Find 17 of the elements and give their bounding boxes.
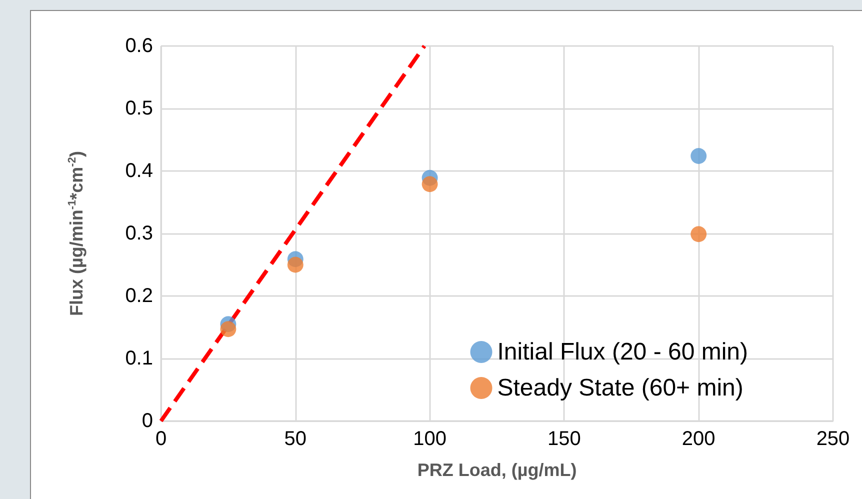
y-tick-label: 0.3: [125, 222, 153, 244]
legend-label: Steady State (60+ min): [497, 374, 744, 402]
x-tick-label: 250: [816, 428, 850, 450]
x-tick-label: 100: [413, 428, 446, 450]
y-tick-label: 0.5: [125, 98, 153, 120]
y-tick-label: 0.1: [125, 348, 153, 370]
y-tick-label: 0.4: [125, 160, 153, 182]
y-tick-label: 0.2: [125, 285, 153, 307]
y-tick-label: 0.6: [125, 35, 153, 57]
x-tick-label: 150: [548, 428, 581, 450]
y-tick-label: 0: [142, 410, 153, 432]
legend-label: Initial Flux (20 - 60 min): [497, 338, 748, 366]
x-tick-label: 0: [155, 428, 167, 450]
y-axis-title: Flux (µg/min-1*cm-2): [66, 151, 86, 316]
x-tick-label: 200: [682, 428, 716, 450]
x-axis-title: PRZ Load, (µg/mL): [417, 460, 577, 480]
x-tick-label: 50: [284, 428, 307, 450]
